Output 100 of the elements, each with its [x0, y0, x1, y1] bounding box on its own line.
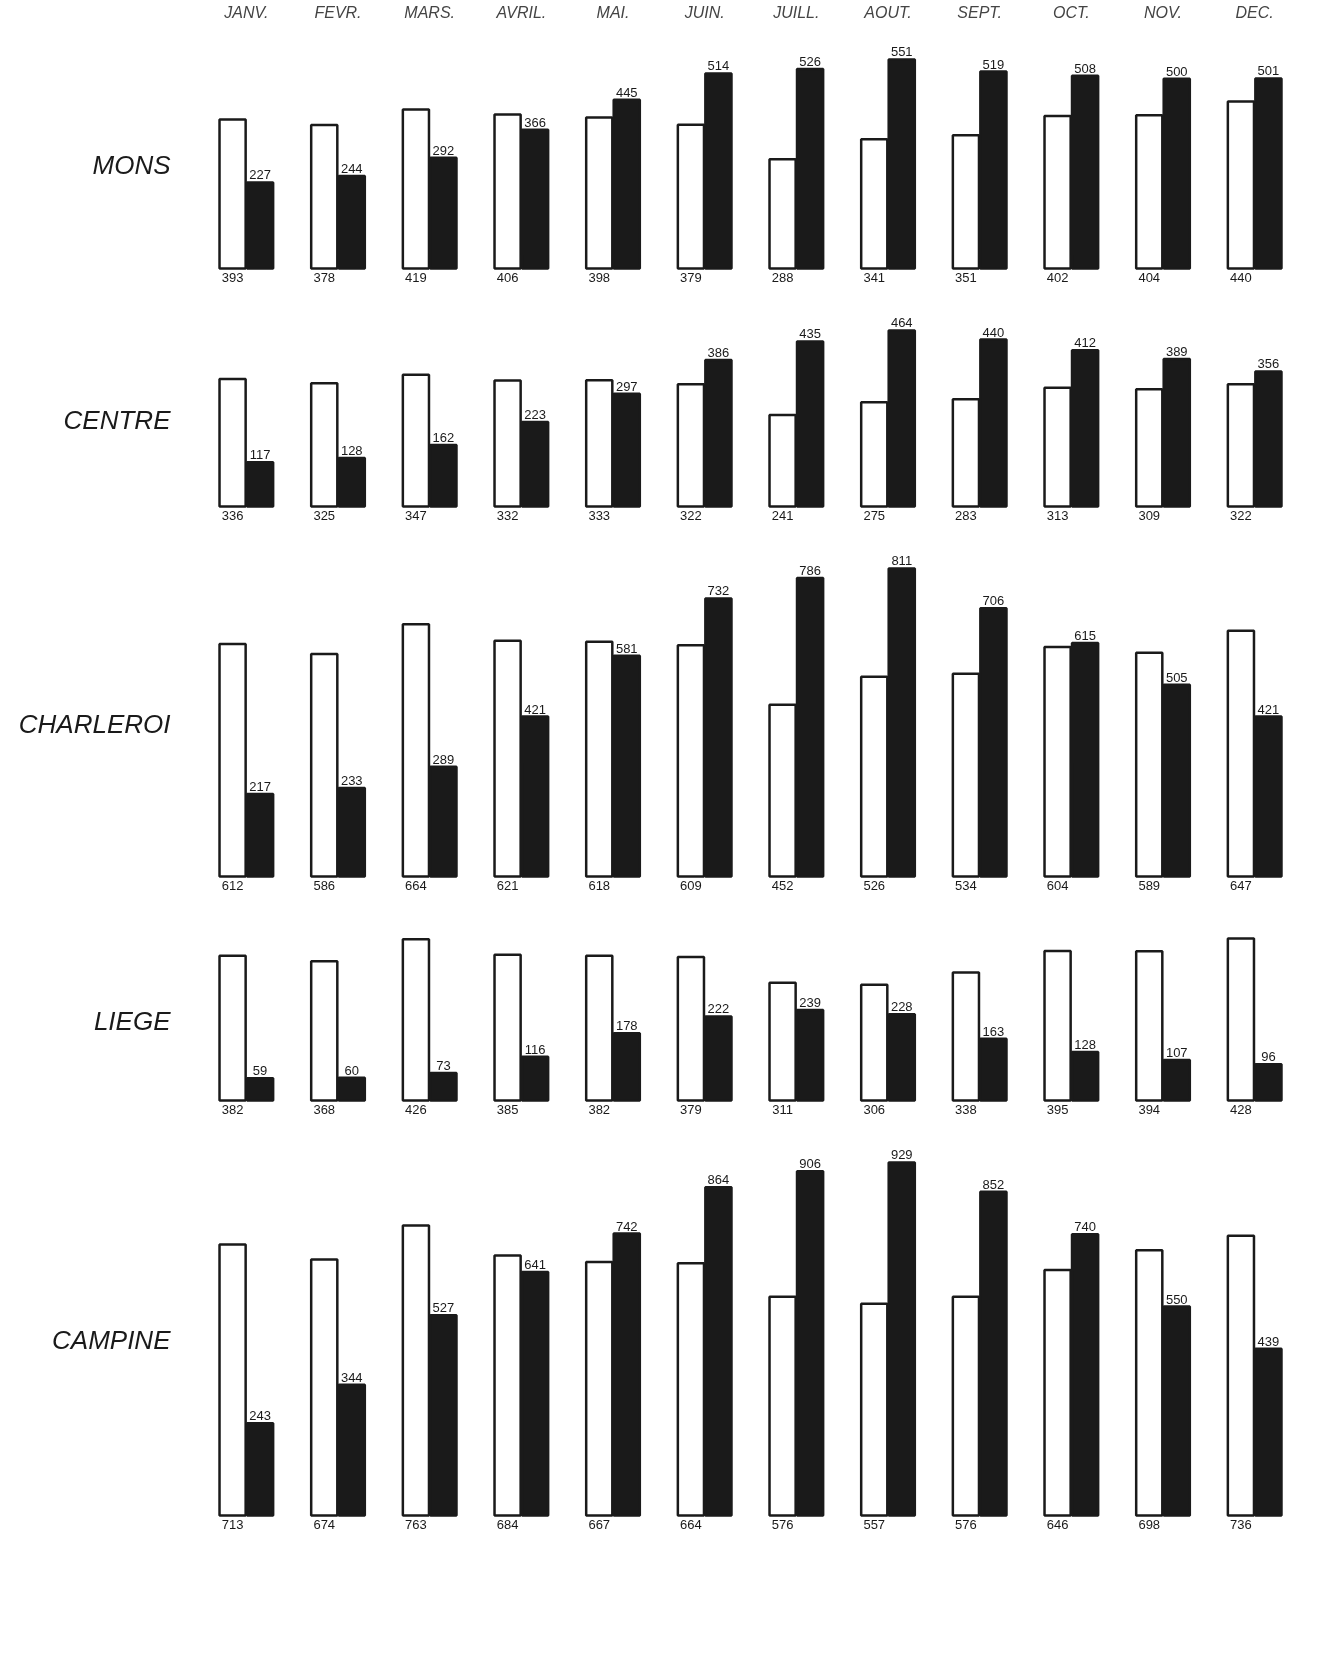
data-label: 228 [890, 999, 913, 1015]
data-label: 297 [615, 378, 638, 394]
data-label: 333 [588, 507, 611, 523]
x-tick-label: FEVR. [314, 3, 362, 21]
data-label: 674 [313, 1516, 336, 1532]
data-label: 641 [524, 1256, 546, 1272]
data-label: 527 [432, 1300, 455, 1316]
data-label: 322 [1230, 507, 1252, 523]
data-label: 501 [1257, 63, 1280, 79]
data-label: 464 [890, 315, 913, 331]
data-label: 222 [707, 1001, 730, 1017]
data-label: 313 [1046, 507, 1069, 523]
data-label: 763 [405, 1516, 427, 1532]
data-label: 379 [680, 269, 702, 285]
data-label: 162 [432, 430, 455, 446]
data-label: 929 [890, 1147, 913, 1163]
data-label: 96 [1261, 1049, 1276, 1065]
data-label: 338 [955, 1101, 977, 1117]
data-label: 393 [221, 269, 244, 285]
data-label: 526 [863, 877, 886, 893]
data-label: 557 [863, 1516, 886, 1532]
data-label: 116 [524, 1041, 546, 1057]
data-label: 426 [405, 1101, 427, 1117]
data-label: 322 [680, 507, 702, 523]
data-label: 163 [982, 1023, 1005, 1039]
data-label: 505 [1165, 669, 1188, 685]
data-label: 576 [771, 1516, 794, 1532]
data-label: 406 [496, 269, 519, 285]
data-label: 439 [1257, 1333, 1280, 1349]
data-label: 618 [588, 877, 611, 893]
x-tick-label: MARS. [404, 3, 455, 21]
data-label: 394 [1138, 1101, 1161, 1117]
x-tick-label: DEC. [1235, 3, 1274, 21]
data-label: 283 [955, 507, 977, 523]
data-label: 217 [249, 779, 271, 795]
data-label: 609 [680, 877, 702, 893]
data-label: 508 [1074, 60, 1096, 76]
data-label: 452 [771, 877, 794, 893]
data-label: 550 [1165, 1291, 1188, 1307]
data-label: 604 [1046, 877, 1069, 893]
data-label: 382 [588, 1101, 611, 1117]
x-tick-label: AVRIL. [495, 3, 547, 21]
y-axis-title: CHARLEROI [18, 708, 171, 739]
data-label: 706 [982, 593, 1005, 609]
data-label: 288 [771, 269, 794, 285]
data-label: 514 [707, 58, 730, 74]
data-label: 551 [890, 44, 913, 60]
data-label: 379 [680, 1101, 702, 1117]
data-label: 332 [496, 507, 519, 523]
data-label: 646 [1046, 1516, 1069, 1532]
data-label: 740 [1074, 1219, 1096, 1235]
data-label: 612 [221, 877, 244, 893]
data-label: 404 [1138, 269, 1161, 285]
data-label: 440 [1230, 269, 1252, 285]
data-label: 178 [615, 1018, 638, 1034]
data-label: 786 [799, 562, 821, 578]
data-label: 311 [772, 1101, 793, 1117]
data-label: 378 [313, 269, 336, 285]
data-label: 389 [1165, 343, 1188, 359]
data-label: 117 [249, 447, 271, 463]
data-label: 852 [982, 1176, 1005, 1192]
data-label: 419 [405, 269, 427, 285]
data-label: 289 [432, 751, 455, 767]
data-label: 664 [405, 877, 427, 893]
data-label: 60 [344, 1062, 359, 1078]
data-label: 589 [1138, 877, 1161, 893]
data-label: 382 [221, 1101, 244, 1117]
data-label: 128 [340, 442, 363, 458]
data-label: 239 [799, 995, 821, 1011]
data-label: 864 [707, 1172, 730, 1188]
data-label: 385 [496, 1101, 519, 1117]
data-label: 713 [221, 1516, 244, 1532]
x-tick-label: NOV. [1144, 3, 1182, 21]
y-axis-title: CAMPINE [52, 1325, 172, 1355]
data-label: 534 [955, 877, 977, 893]
data-label: 336 [221, 507, 244, 523]
data-label: 732 [707, 583, 730, 599]
data-label: 386 [707, 345, 730, 361]
data-label: 402 [1046, 269, 1069, 285]
data-label: 356 [1257, 356, 1280, 372]
data-label: 341 [863, 269, 886, 285]
data-label: 526 [799, 53, 821, 69]
data-label: 647 [1230, 877, 1252, 893]
data-label: 421 [1257, 701, 1280, 717]
data-label: 586 [313, 877, 336, 893]
data-label: 325 [313, 507, 336, 523]
data-label: 347 [405, 507, 427, 523]
data-label: 244 [340, 160, 363, 176]
data-label: 428 [1230, 1101, 1252, 1117]
data-label: 128 [1074, 1037, 1096, 1053]
data-label: 227 [249, 167, 271, 183]
data-label: 435 [799, 326, 821, 342]
x-tick-label: MAI. [596, 3, 630, 21]
data-label: 742 [615, 1218, 638, 1234]
data-label: 667 [588, 1516, 611, 1532]
data-label: 223 [524, 406, 546, 422]
data-label: 241 [771, 507, 794, 523]
data-label: 351 [955, 269, 977, 285]
data-label: 73 [436, 1057, 451, 1073]
data-label: 368 [313, 1101, 336, 1117]
